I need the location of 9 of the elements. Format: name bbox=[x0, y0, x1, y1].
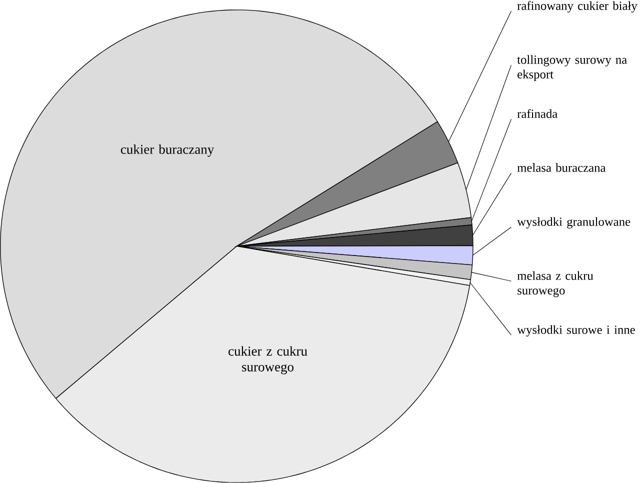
slice-label: wysłodki granulowane bbox=[517, 217, 630, 229]
slice-label: cukier z cukru surowego bbox=[228, 346, 308, 374]
slice-label: rafinowany cukier biały bbox=[517, 1, 638, 13]
slice-label: rafinada bbox=[517, 109, 558, 118]
slice-label: tollingowy surowy na eksport bbox=[517, 55, 627, 82]
slice-label: wysłodki surowe i inne bbox=[517, 325, 635, 337]
slice-label: melasa buraczana bbox=[517, 163, 606, 172]
slice-label: cukier buraczany bbox=[120, 144, 214, 157]
slice-label: melasa z cukru surowego bbox=[517, 271, 594, 298]
